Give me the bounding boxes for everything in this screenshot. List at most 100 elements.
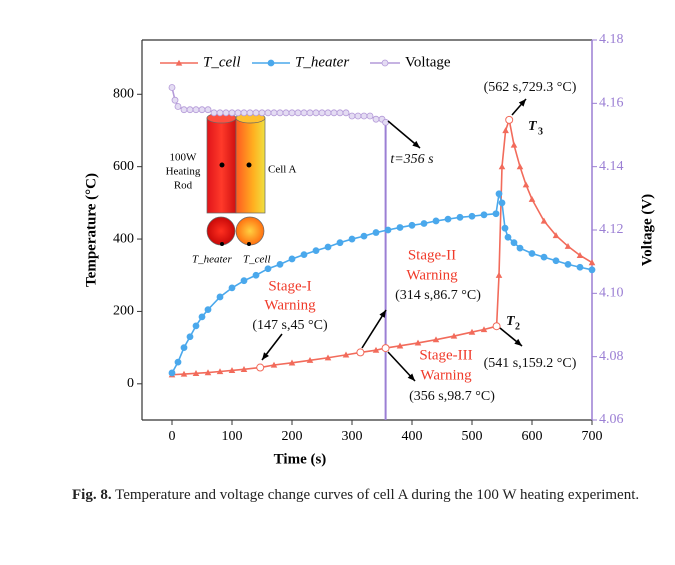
data-point: [360, 112, 368, 120]
data-point: [342, 351, 350, 358]
data-point: [240, 366, 248, 372]
y2-tick-label: 4.14: [599, 159, 624, 174]
arrow-head: [412, 140, 420, 148]
y-tick-label: 600: [113, 159, 134, 174]
cell-label: Cell A: [268, 164, 296, 176]
data-point: [306, 109, 314, 117]
legend-label: Voltage: [405, 54, 451, 70]
annotation: Warning: [406, 267, 458, 283]
data-point: [576, 263, 584, 271]
data-point: [510, 141, 518, 148]
y2-tick-label: 4.18: [599, 32, 624, 47]
annotation: (562 s,729.3 °C): [484, 80, 577, 95]
x-axis-title: Time (s): [274, 451, 327, 467]
annotation: (356 s,98.7 °C): [409, 389, 495, 404]
data-point: [216, 293, 224, 301]
data-point: [204, 306, 212, 314]
y2-tick-label: 4.16: [599, 96, 624, 111]
data-point: [495, 271, 503, 278]
data-point: [216, 109, 224, 117]
data-point: [270, 361, 278, 368]
data-point: [492, 210, 500, 218]
data-point: [324, 243, 332, 251]
rod-label: Heating: [166, 166, 201, 178]
data-point: [246, 109, 254, 117]
legend-label: T_heater: [295, 54, 349, 70]
data-point: [168, 369, 176, 377]
data-point: [348, 112, 356, 120]
annotation: 3: [538, 126, 543, 137]
x-tick-label: 500: [462, 429, 483, 444]
annotation: Stage-I: [268, 278, 311, 294]
data-point: [216, 368, 224, 375]
data-point: [504, 233, 512, 241]
data-point: [502, 127, 509, 134]
data-point: [540, 253, 548, 261]
data-point: [336, 109, 344, 117]
data-point: [264, 109, 272, 117]
y-tick-label: 200: [113, 304, 134, 319]
annotation: (314 s,86.7 °C): [395, 288, 481, 303]
legend-marker: [267, 59, 275, 67]
data-point: [192, 106, 200, 114]
rod-label: 100W: [170, 152, 198, 164]
arrow-head: [379, 310, 386, 318]
data-point: [336, 239, 344, 247]
caption-text: Temperature and voltage change curves of…: [115, 487, 640, 503]
data-point: [576, 252, 584, 258]
annotation: Stage-III: [419, 347, 472, 363]
data-point: [252, 271, 260, 279]
annotation: t=356 s: [390, 152, 434, 167]
y-tick-label: 0: [127, 376, 134, 391]
y-tick-label: 800: [113, 87, 134, 102]
data-point: [186, 106, 194, 114]
data-point: [396, 342, 404, 349]
data-point: [540, 217, 548, 224]
data-point: [354, 112, 362, 120]
data-point: [294, 109, 302, 117]
data-point: [420, 220, 428, 227]
x-tick-label: 600: [522, 429, 543, 444]
annotation: Warning: [420, 367, 472, 383]
x-tick-label: 400: [402, 429, 423, 444]
data-point: [432, 336, 440, 343]
data-point: [228, 367, 236, 374]
data-point: [366, 112, 374, 120]
data-point: [240, 109, 248, 117]
data-point: [588, 266, 596, 274]
data-point: [528, 195, 536, 202]
legend-label: T_cell: [203, 54, 241, 70]
data-point: [174, 103, 182, 110]
data-point: [552, 257, 560, 265]
highlight-point: [381, 344, 390, 353]
data-point: [468, 212, 476, 220]
data-point: [552, 232, 560, 239]
data-point: [180, 370, 188, 377]
data-point: [414, 339, 422, 346]
data-point: [348, 235, 356, 243]
data-point: [228, 284, 236, 292]
legend-marker: [381, 59, 389, 67]
data-point: [372, 346, 380, 353]
data-point: [480, 326, 488, 333]
data-point: [288, 359, 296, 366]
data-point: [480, 211, 488, 219]
y2-tick-label: 4.12: [599, 222, 624, 237]
highlight-point: [256, 363, 265, 372]
y2-axis-title: Voltage (V): [639, 194, 655, 266]
legend-marker: [175, 59, 183, 66]
data-point: [198, 313, 206, 321]
data-point: [168, 84, 176, 91]
annotation: (541 s,159.2 °C): [484, 356, 577, 371]
data-point: [186, 333, 194, 341]
data-point: [204, 106, 212, 114]
arrow-head: [262, 352, 269, 360]
data-point: [468, 328, 476, 335]
data-point: [204, 369, 212, 376]
data-point: [306, 356, 314, 363]
data-point: [528, 250, 536, 257]
data-point: [282, 109, 290, 117]
data-point: [180, 344, 188, 352]
data-point: [522, 181, 530, 188]
